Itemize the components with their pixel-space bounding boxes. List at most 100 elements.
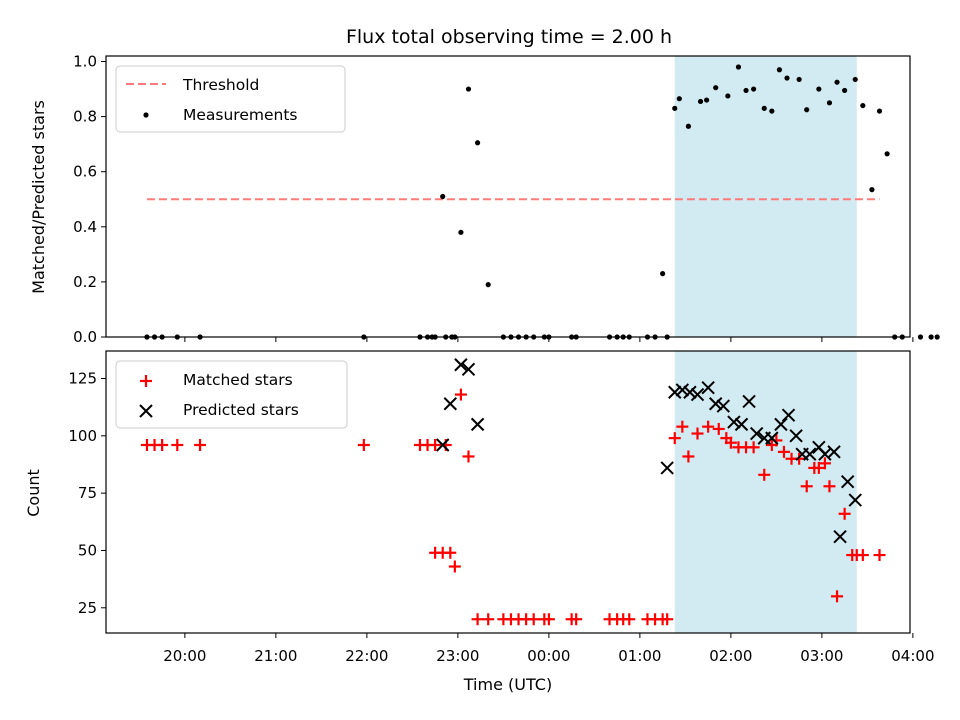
matched-star-point <box>357 439 370 451</box>
matched-star-point <box>712 422 725 435</box>
predicted-star-point <box>701 380 715 395</box>
measurement-point <box>713 85 719 91</box>
measurement-point <box>934 334 940 340</box>
predicted-star-point <box>709 397 723 411</box>
measurement-point <box>784 75 790 81</box>
matched-star-point <box>770 434 783 447</box>
top-y-tick-label: 1.0 <box>73 53 97 71</box>
x-axis-label: Time (UTC) <box>463 675 552 694</box>
predicted-star-point <box>848 493 862 507</box>
matched-star-point <box>156 439 169 451</box>
predicted-star-point <box>840 474 855 489</box>
x-tick-label: 03:00 <box>800 647 843 665</box>
predicted-star-point <box>660 461 674 475</box>
matched-star-point <box>454 388 467 401</box>
predicted-star-point <box>454 358 468 372</box>
bottom-panel: 25 50 75 100 125 20:00 21:00 22:00 23:00 00:00 01… <box>24 350 935 694</box>
top-y-tick-label: 0.0 <box>73 328 97 346</box>
legend-measurements-swatch <box>143 112 149 118</box>
predicted-star-point <box>789 429 803 443</box>
matched-star-point <box>812 461 825 474</box>
measurement-point <box>485 282 491 288</box>
measurement-point <box>852 76 858 83</box>
matched-star-point <box>570 613 583 626</box>
predicted-star-point <box>683 385 697 399</box>
matched-star-point <box>527 613 540 626</box>
matched-star-point <box>831 590 844 603</box>
bottom-y-tick-label: 75 <box>78 484 97 502</box>
bottom-axes-frame <box>105 350 911 634</box>
x-tick-label: 01:00 <box>618 647 661 665</box>
bottom-highlight-span <box>674 351 857 633</box>
predicted-star-point <box>833 530 847 544</box>
predicted-star-point <box>749 426 764 441</box>
bottom-legend-box <box>115 360 348 429</box>
legend-predicted-swatch <box>139 404 153 418</box>
matched-star-point <box>758 468 771 481</box>
legend-measurements-label: Measurements <box>183 106 298 124</box>
measurement-point <box>884 151 890 157</box>
legend-matched-swatch <box>140 375 152 387</box>
x-tick-label: 04:00 <box>891 647 934 665</box>
bottom-y-tick-label: 50 <box>78 541 97 559</box>
top-y-tick-label: 0.2 <box>73 273 97 291</box>
matched-star-point <box>823 480 836 493</box>
measurement-point <box>769 108 775 114</box>
matched-star-point <box>793 452 806 465</box>
measurement-point <box>697 98 704 105</box>
matched-star-point <box>691 427 704 440</box>
predicted-star-point <box>742 394 756 409</box>
matched-star-point <box>777 445 790 458</box>
measurement-point <box>725 93 731 99</box>
bottom-legend: Matched stars Predicted stars <box>115 360 348 429</box>
measurement-point <box>704 97 710 103</box>
top-axes-frame <box>105 55 911 338</box>
measurement-point <box>876 108 883 114</box>
bottom-y-tick-label: 125 <box>68 370 97 388</box>
matched-star-point <box>661 613 674 626</box>
top-x-ticks <box>184 337 914 342</box>
matched-star-point <box>838 507 851 520</box>
predicted-star-point <box>716 399 731 413</box>
measurement-point <box>735 64 742 70</box>
legend-predicted-label: Predicted stars <box>183 401 299 419</box>
bottom-y-ticks: 25 50 75 100 125 <box>68 370 106 617</box>
x-tick-label: 02:00 <box>709 647 752 665</box>
predicted-star-point <box>803 447 817 461</box>
measurement-point <box>685 123 692 129</box>
predicted-points <box>436 358 862 544</box>
matched-star-point <box>747 441 760 454</box>
matched-star-point <box>194 439 207 451</box>
matched-star-point <box>676 420 689 433</box>
measurement-point <box>672 105 678 111</box>
top-y-axis-label: Matched/Predicted stars <box>29 100 48 294</box>
top-y-tick-label: 0.4 <box>73 218 97 236</box>
matched-star-point <box>429 439 442 451</box>
matched-star-point <box>682 450 695 463</box>
measurement-point <box>816 86 822 92</box>
measurement-point <box>465 86 472 92</box>
predicted-star-point <box>827 445 841 459</box>
matched-star-point <box>542 613 555 626</box>
bottom-y-axis-label: Count <box>24 469 43 517</box>
measurement-point <box>928 334 934 340</box>
measurement-point <box>474 140 481 146</box>
matched-star-point <box>448 560 461 573</box>
measurement-point <box>751 86 757 92</box>
x-tick-label: 00:00 <box>527 647 570 665</box>
measurement-point <box>743 87 749 94</box>
predicted-star-point <box>675 383 690 397</box>
measurement-point <box>842 87 848 94</box>
matched-star-point <box>818 457 831 470</box>
predicted-star-point <box>765 431 779 445</box>
bottom-y-tick-label: 100 <box>68 427 97 445</box>
measurement-point <box>796 76 802 83</box>
measurement-point <box>660 271 666 277</box>
top-y-tick-label: 0.6 <box>73 163 97 181</box>
measurement-point <box>761 105 767 111</box>
predicted-star-point <box>734 417 749 432</box>
measurement-point <box>458 229 464 235</box>
x-tick-label: 22:00 <box>345 647 388 665</box>
top-highlight-span <box>674 56 857 337</box>
